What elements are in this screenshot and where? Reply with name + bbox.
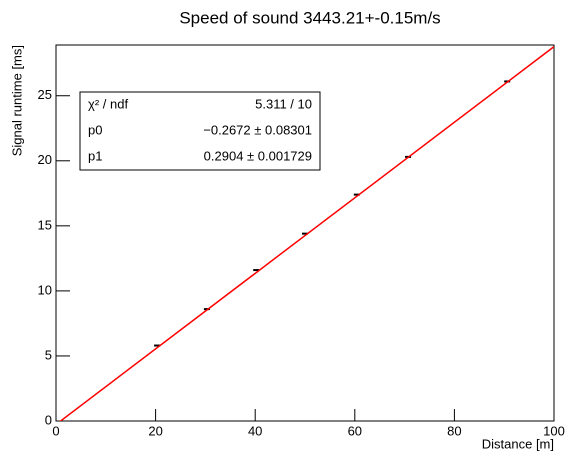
- y-tick-label: 10: [38, 282, 52, 297]
- fit-line: [59, 46, 554, 421]
- data-point: [154, 344, 161, 347]
- chart-title: Speed of sound 3443.21+-0.15m/s: [179, 8, 440, 27]
- stats-name: p1: [88, 148, 102, 163]
- stats-name: p0: [88, 122, 102, 137]
- y-tick-label: 20: [38, 152, 52, 167]
- data-point: [353, 193, 360, 196]
- y-tick-label: 25: [38, 87, 52, 102]
- x-axis-label: Distance [m]: [482, 436, 554, 451]
- x-tick-label: 100: [543, 423, 565, 438]
- y-tick-label: 5: [45, 347, 52, 362]
- stats-value: 0.2904 ± 0.001729: [204, 148, 312, 163]
- stats-name: χ² / ndf: [88, 96, 128, 111]
- plot-frame: [55, 44, 555, 422]
- y-axis-label: Signal runtime [ms]: [9, 45, 24, 156]
- stats-value: −0.2672 ± 0.08301: [203, 122, 312, 137]
- y-tick-label: 0: [45, 412, 52, 427]
- x-tick-label: 40: [248, 423, 262, 438]
- x-tick-label: 60: [348, 423, 362, 438]
- data-point: [253, 269, 260, 272]
- stats-box: [79, 91, 321, 171]
- data-point: [302, 232, 308, 235]
- x-tick-label: 20: [148, 423, 162, 438]
- stats-value: 5.311 / 10: [255, 96, 312, 111]
- x-tick-label: 80: [447, 423, 461, 438]
- y-tick-label: 15: [38, 217, 52, 232]
- x-tick-label: 0: [52, 423, 59, 438]
